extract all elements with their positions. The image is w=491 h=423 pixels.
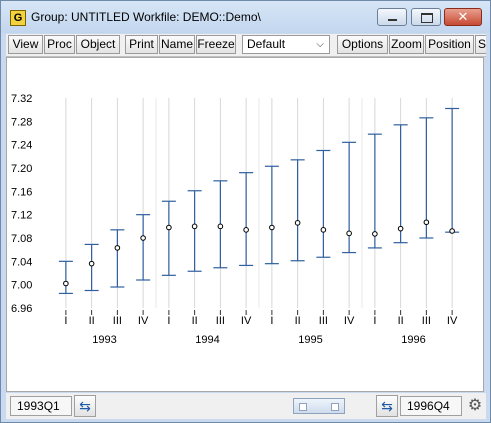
high-low-bar [393,124,408,244]
high-low-chart: 6.96 7.00 7.04 7.08 7.12 7.16 7.20 7.24 7.28 7.32… [11,93,460,346]
quarter-label: I [167,315,170,327]
high-low-bar [213,180,228,269]
close-icon: ✕ [457,9,469,24]
high-low-bar [264,165,279,265]
y-tick-label: 7.32 [11,93,32,105]
high-low-bars [58,107,460,295]
y-tick-label: 7.16 [11,186,32,198]
high-low-bar [161,200,176,276]
high-low-bar [239,172,254,267]
template-select[interactable]: Default ⌵ [242,35,330,54]
y-tick-label: 7.08 [11,233,32,245]
y-tick-label: 7.20 [11,163,32,175]
template-select-value: Default [247,37,286,51]
high-low-bar [445,107,460,234]
y-tick-label: 7.28 [11,116,32,128]
options-button[interactable]: Options [337,35,388,54]
horizontal-scroll-thumb[interactable] [293,398,345,414]
swap-arrows-icon[interactable]: ⇆ [74,395,96,417]
high-low-bar [136,214,151,281]
quarter-label: IV [447,315,458,327]
gear-icon[interactable]: ⚙ [467,397,483,414]
close-point [243,227,249,233]
close-point [449,228,455,234]
sample-end-field[interactable]: 1996Q4 [400,396,462,416]
swap-arrows-icon[interactable]: ⇆ [376,395,398,417]
y-tick-label: 7.00 [11,280,32,292]
quarter-label: IV [241,315,252,327]
position-button[interactable]: Position [425,35,474,54]
close-point [166,224,172,231]
high-low-bar [367,133,382,249]
object-button[interactable]: Object [76,35,120,54]
close-point [191,223,198,230]
toolbar: View Proc Object Print Name Freeze Defau… [6,34,486,57]
quarter-label: III [113,315,122,327]
quarter-label: II [89,315,95,327]
quarter-label: III [216,315,225,327]
high-low-bar [110,229,125,288]
close-point [217,223,224,230]
proc-button[interactable]: Proc [44,35,75,54]
quarter-label: II [295,315,301,327]
close-point [372,231,378,237]
year-label: 1996 [401,334,425,346]
maximize-button[interactable] [411,8,441,26]
high-low-bar [84,243,99,292]
high-low-bar [316,149,331,258]
zoom-button[interactable]: Zoom [389,35,424,54]
plot-area: 6.96 7.00 7.04 7.08 7.12 7.16 7.20 7.24 7.28 7.32… [6,57,484,392]
quarter-label: I [373,315,376,327]
close-point [397,225,404,232]
close-point [320,227,327,233]
freeze-button[interactable]: Freeze [196,35,236,54]
high-low-bar [187,190,202,272]
chevron-down-icon: ⌵ [316,39,324,50]
quarter-label: III [422,315,431,327]
close-point [346,230,352,237]
y-axis-ticks: 6.96 7.00 7.04 7.08 7.12 7.16 7.20 7.24 7.28 7.32 [11,93,32,315]
status-bar: 1993Q1 ⇆ ⇆ 1996Q4 ⚙ [6,393,486,419]
close-point [140,235,146,241]
close-point [63,280,69,287]
print-button[interactable]: Print [125,35,158,54]
view-button[interactable]: View [8,35,43,54]
y-tick-label: 7.24 [11,140,32,152]
close-point [88,260,95,267]
high-low-bar [342,141,357,254]
window-title: Group: UNTITLED Workfile: DEMO::Demo\ [31,10,261,24]
year-label: 1993 [92,334,116,346]
close-point [114,245,121,251]
quarter-label: I [270,315,273,327]
title-bar[interactable]: G Group: UNTITLED Workfile: DEMO::Demo\ … [1,1,490,33]
y-tick-label: 7.12 [11,210,32,222]
quarter-label: I [64,315,67,327]
sample-start-field[interactable]: 1993Q1 [10,396,72,416]
y-tick-label: 6.96 [11,303,32,315]
year-label: 1995 [298,334,322,346]
group-icon: G [10,10,26,26]
close-point [294,220,301,226]
grid-lines [65,98,453,308]
high-low-bar [290,159,305,262]
toolbar-overflow-button[interactable]: S [475,35,486,54]
y-tick-label: 7.04 [11,256,32,268]
minimize-button[interactable] [377,8,407,26]
quarter-label: IV [138,315,149,327]
high-low-bar [58,260,73,295]
quarter-label: IV [344,315,355,327]
name-button[interactable]: Name [159,35,195,54]
quarter-label: II [398,315,404,327]
close-point [269,224,275,231]
close-button[interactable]: ✕ [444,8,482,26]
high-low-bar [419,117,434,239]
close-point [423,219,430,226]
year-label: 1994 [195,334,219,346]
quarter-label: II [192,315,198,327]
quarter-label: III [319,315,328,327]
